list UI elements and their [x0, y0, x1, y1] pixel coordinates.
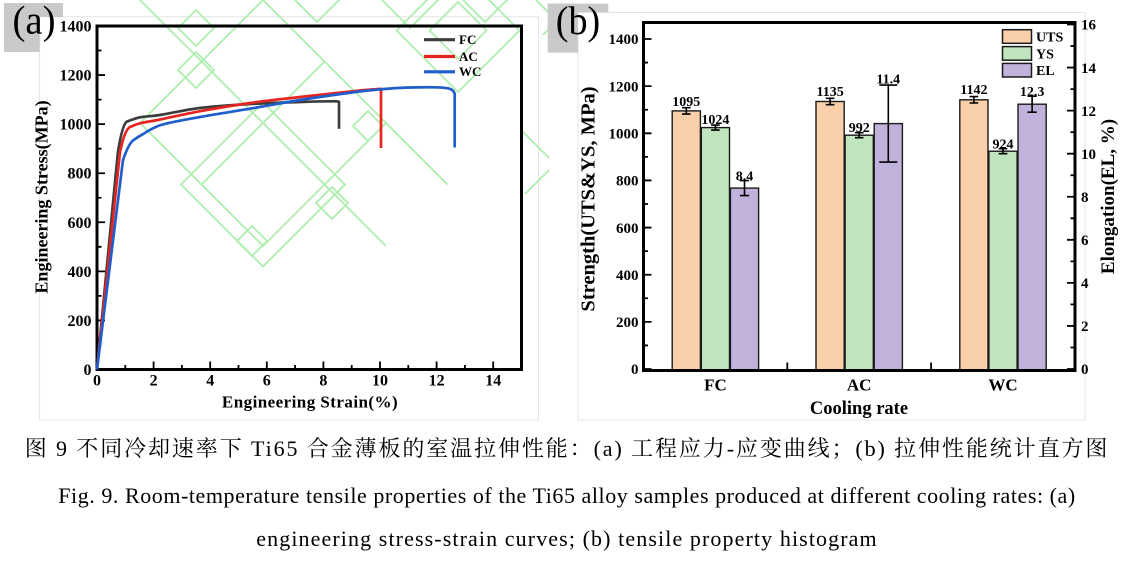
svg-text:14: 14	[1081, 61, 1097, 77]
svg-text:10: 10	[372, 373, 388, 390]
svg-text:(b): (b)	[556, 0, 601, 43]
svg-text:12: 12	[1081, 104, 1096, 120]
svg-text:1142: 1142	[960, 83, 987, 98]
svg-text:1095: 1095	[672, 95, 700, 110]
svg-text:12.3: 12.3	[1020, 85, 1045, 100]
svg-text:1000: 1000	[609, 126, 639, 142]
svg-text:UTS: UTS	[1036, 31, 1063, 46]
svg-text:0: 0	[1081, 362, 1089, 378]
svg-text:1000: 1000	[60, 117, 92, 134]
svg-text:1200: 1200	[60, 68, 92, 85]
svg-text:800: 800	[68, 166, 92, 183]
svg-text:4: 4	[206, 373, 214, 390]
svg-text:200: 200	[68, 313, 92, 330]
svg-text:200: 200	[616, 315, 639, 331]
svg-text:1400: 1400	[60, 19, 92, 36]
svg-text:1135: 1135	[816, 85, 843, 100]
svg-text:11.4: 11.4	[876, 73, 900, 88]
svg-text:2: 2	[150, 373, 158, 390]
svg-text:YS: YS	[1036, 47, 1054, 62]
svg-text:Engineering Stress(MPa): Engineering Stress(MPa)	[32, 100, 53, 293]
svg-text:FC: FC	[704, 376, 727, 395]
svg-text:12: 12	[429, 373, 445, 390]
svg-text:14: 14	[485, 373, 501, 390]
svg-text:FC: FC	[459, 32, 476, 47]
svg-text:924: 924	[993, 137, 1014, 152]
svg-text:EL: EL	[1036, 64, 1055, 79]
svg-text:AC: AC	[847, 376, 872, 395]
svg-text:1400: 1400	[609, 32, 639, 48]
svg-text:600: 600	[68, 215, 92, 232]
svg-text:8: 8	[319, 373, 327, 390]
svg-text:6: 6	[1081, 233, 1089, 249]
svg-text:400: 400	[616, 268, 639, 284]
svg-text:8.4: 8.4	[736, 170, 754, 185]
svg-text:(a): (a)	[12, 0, 55, 43]
svg-text:992: 992	[849, 121, 870, 136]
svg-text:Elongation(EL, %): Elongation(EL, %)	[1098, 119, 1119, 274]
svg-text:WC: WC	[988, 376, 1017, 395]
svg-text:8: 8	[1081, 190, 1089, 206]
svg-text:AC: AC	[459, 49, 478, 64]
svg-text:600: 600	[616, 221, 639, 237]
svg-text:0: 0	[631, 362, 639, 378]
svg-text:WC: WC	[459, 64, 481, 79]
svg-text:4: 4	[1081, 276, 1089, 292]
svg-text:10: 10	[1081, 147, 1096, 163]
svg-text:400: 400	[68, 264, 92, 281]
svg-text:0: 0	[84, 362, 92, 379]
svg-text:800: 800	[616, 174, 639, 190]
svg-text:1024: 1024	[701, 113, 729, 128]
svg-text:Strength(UTS&YS, MPa): Strength(UTS&YS, MPa)	[578, 86, 600, 311]
svg-text:16: 16	[1081, 18, 1097, 34]
svg-text:0: 0	[93, 373, 101, 390]
svg-text:2: 2	[1081, 319, 1089, 335]
svg-text:Cooling rate: Cooling rate	[810, 399, 908, 419]
svg-text:6: 6	[263, 373, 271, 390]
svg-text:Engineering Strain(%): Engineering Strain(%)	[222, 393, 398, 412]
svg-text:1200: 1200	[609, 79, 639, 95]
